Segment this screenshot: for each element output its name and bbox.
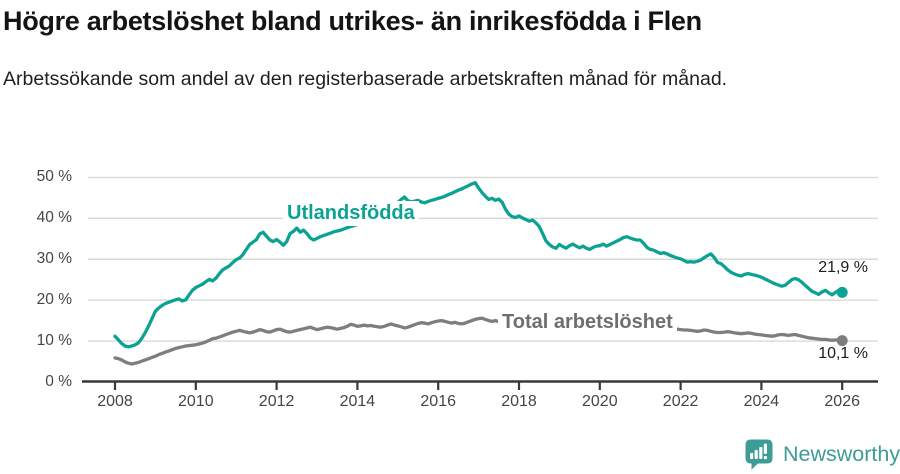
x-axis-label: 2022: [662, 393, 699, 410]
y-axis-label: 50 %: [36, 168, 72, 186]
annotation-total-end-value: 10,1 %: [818, 345, 868, 362]
series-label-total-arbetsloshet: Total arbetslöshet: [498, 310, 677, 335]
annotation-utlandsfodda-end-value: 21,9 %: [818, 259, 868, 276]
newsworthy-logo-icon: [745, 439, 773, 470]
y-axis-label: 20 %: [36, 291, 72, 309]
logo-bar-small: [750, 453, 754, 459]
x-axis-label: 2026: [824, 393, 860, 410]
chart-title: Högre arbetslöshet bland utrikes- än inr…: [3, 6, 702, 36]
x-axis-label: 2014: [339, 393, 376, 410]
logo-bubble-shape: [745, 439, 773, 470]
brand-footer: Newsworthy: [744, 438, 900, 470]
x-axis-label: 2018: [501, 393, 537, 410]
x-axis-label: 2008: [97, 393, 133, 410]
y-axis-label: 30 %: [36, 250, 72, 268]
x-axis-label: 2012: [258, 393, 295, 410]
x-axis-label: 2024: [743, 393, 780, 410]
series-line-utlandsf-dda: [113, 181, 844, 349]
series-end-dot: [836, 335, 848, 347]
logo-bar-large: [759, 447, 763, 459]
y-axis-label: 0 %: [45, 373, 72, 390]
logo-exclamation-stem: [763, 443, 767, 454]
y-axis-label: 40 %: [36, 209, 72, 227]
chart-subtitle: Arbetssökande som andel av den registerb…: [3, 68, 728, 90]
y-axis-label: 10 %: [36, 332, 72, 350]
logo-exclamation-dot: [763, 456, 767, 460]
x-axis-label: 2010: [178, 393, 214, 410]
x-axis-label: 2016: [420, 393, 456, 410]
newsworthy-brand-text: Newsworthy: [783, 442, 900, 466]
series-line-total-arbetsl-shet: [113, 316, 844, 366]
logo-bar-medium: [754, 450, 758, 459]
x-axis-label: 2020: [582, 393, 618, 410]
series-label-utlandsfodda: Utlandsfödda: [283, 201, 419, 226]
series-end-dot: [836, 286, 848, 298]
